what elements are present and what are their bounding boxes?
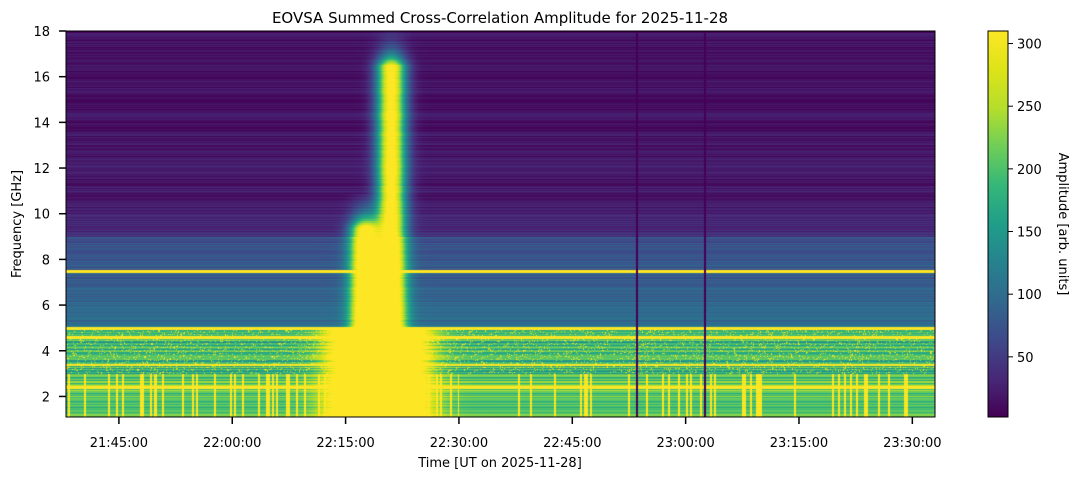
colorbar-tick-label: 50 <box>1017 351 1034 366</box>
chart-title: EOVSA Summed Cross-Correlation Amplitude… <box>272 9 728 27</box>
x-tick-label: 22:30:00 <box>430 436 488 451</box>
colorbar-label: Amplitude [arb. units] <box>1055 153 1070 296</box>
heatmap-image <box>66 31 935 417</box>
heatmap-area <box>66 31 935 417</box>
colorbar-ticks: 50 100 150 200 250 300 <box>1008 38 1042 366</box>
y-tick-label: 12 <box>33 162 50 177</box>
y-tick-label: 18 <box>33 25 50 40</box>
colorbar-tick-label: 250 <box>1017 100 1042 115</box>
colorbar <box>987 30 1009 418</box>
y-axis-label: Frequency [GHz] <box>10 170 25 278</box>
x-tick-label: 22:15:00 <box>316 436 374 451</box>
y-tick-label: 14 <box>33 116 50 131</box>
x-axis-label: Time [UT on 2025-11-28] <box>417 456 582 471</box>
y-tick-label: 4 <box>42 345 50 360</box>
x-tick-label: 22:00:00 <box>203 436 261 451</box>
x-tick-label: 23:30:00 <box>883 436 941 451</box>
y-tick-label: 16 <box>33 71 50 86</box>
colorbar-tick-label: 150 <box>1017 226 1042 241</box>
y-tick-label: 10 <box>33 208 50 223</box>
y-tick-label: 2 <box>42 390 50 405</box>
colorbar-tick-label: 300 <box>1017 38 1042 53</box>
plot-frame <box>65 30 936 418</box>
y-tick-label: 8 <box>42 253 50 268</box>
x-tick-label: 22:45:00 <box>543 436 601 451</box>
x-tick-label: 21:45:00 <box>90 436 148 451</box>
colorbar-tick-label: 200 <box>1017 163 1042 178</box>
x-axis-ticks: 21:45:00 22:00:00 22:15:00 22:30:00 22:45:00… <box>90 417 942 451</box>
y-axis-ticks: 2 4 6 8 10 12 14 16 18 <box>33 25 66 405</box>
x-tick-label: 23:00:00 <box>656 436 714 451</box>
y-tick-label: 6 <box>42 299 50 314</box>
colorbar-tick-label: 100 <box>1017 288 1042 303</box>
x-tick-label: 23:15:00 <box>770 436 828 451</box>
